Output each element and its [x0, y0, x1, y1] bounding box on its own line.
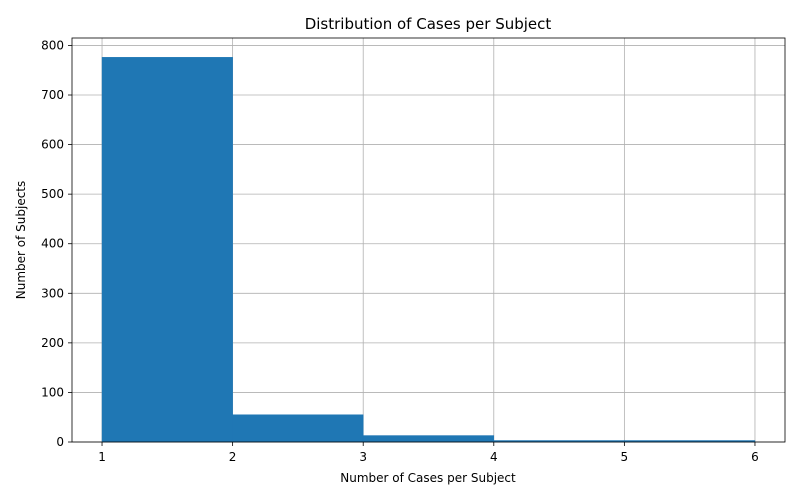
y-tick-label: 200 — [41, 336, 64, 350]
histogram-bars — [101, 57, 756, 443]
y-axis-ticks: 0 100 200 300 400 500 600 700 800 — [41, 38, 72, 449]
y-tick-label: 300 — [41, 286, 64, 300]
histogram-bar — [232, 414, 364, 443]
x-axis-label: Number of Cases per Subject — [340, 471, 516, 485]
y-tick-label: 500 — [41, 187, 64, 201]
y-axis-label: Number of Subjects — [14, 181, 28, 300]
histogram-bar — [101, 57, 233, 443]
histogram-bar — [362, 435, 495, 443]
x-tick-label: 2 — [229, 450, 237, 464]
y-tick-label: 0 — [56, 435, 64, 449]
y-tick-label: 100 — [41, 385, 64, 399]
x-axis-ticks: 1 2 3 4 5 6 — [98, 442, 759, 464]
x-tick-label: 5 — [621, 450, 629, 464]
x-tick-label: 4 — [490, 450, 498, 464]
plot-frame — [71, 37, 786, 443]
x-tick-label: 3 — [359, 450, 367, 464]
y-tick-label: 700 — [41, 88, 64, 102]
x-tick-label: 1 — [98, 450, 106, 464]
y-tick-label: 600 — [41, 138, 64, 152]
x-tick-label: 6 — [751, 450, 759, 464]
y-tick-label: 400 — [41, 237, 64, 251]
chart-title: Distribution of Cases per Subject — [305, 15, 552, 33]
y-tick-label: 800 — [41, 38, 64, 52]
